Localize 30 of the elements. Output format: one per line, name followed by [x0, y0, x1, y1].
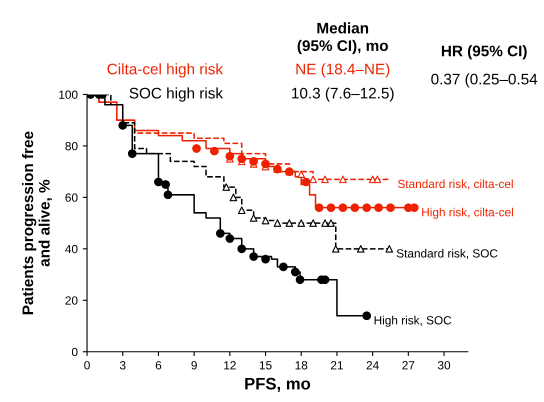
series-label: High risk, SOC — [374, 316, 452, 327]
x-tick-label: 3 — [120, 361, 126, 370]
x-tick-label: 12 — [224, 361, 236, 370]
x-tick-label: 9 — [191, 361, 197, 370]
series-label: Standard risk, SOC — [396, 248, 498, 259]
x-tick-label: 21 — [330, 361, 343, 370]
annotation: 10.3 (7.6–12.5) — [292, 87, 394, 102]
x-tick-label: 15 — [260, 361, 272, 370]
annotation: SOC high risk — [129, 87, 224, 102]
text: NE (18.4–NE) — [296, 63, 390, 78]
text: Cilta-cel high risk — [108, 63, 224, 78]
text: HR (95% CI) — [442, 45, 527, 60]
text: 0.37 (0.25–0.54 — [431, 73, 538, 88]
x-tick-label: 18 — [296, 361, 308, 370]
y-tick-label: 80 — [65, 142, 78, 150]
y-tick-label: 100 — [59, 90, 78, 99]
y-tick-label: 20 — [65, 296, 78, 305]
x-tick-label: 30 — [438, 361, 450, 370]
x-tick-label: 24 — [366, 361, 379, 370]
y-tick-label: 0 — [72, 348, 78, 356]
x-tick-label: 6 — [156, 361, 162, 370]
y-axis-title: Patients progression free and alive, % — [22, 132, 52, 314]
text: Median (95% CI), mo — [298, 22, 388, 54]
y-tick-label: 40 — [65, 244, 78, 254]
y-tick-label: 60 — [65, 193, 78, 202]
x-tick-label: 0 — [84, 361, 90, 370]
series-label: Standard risk, cilta-cel — [398, 179, 513, 190]
x-axis-title: PFS, mo — [245, 378, 310, 392]
x-tick-label: 27 — [402, 361, 414, 370]
series-label: High risk, cilta-cel — [422, 208, 513, 219]
